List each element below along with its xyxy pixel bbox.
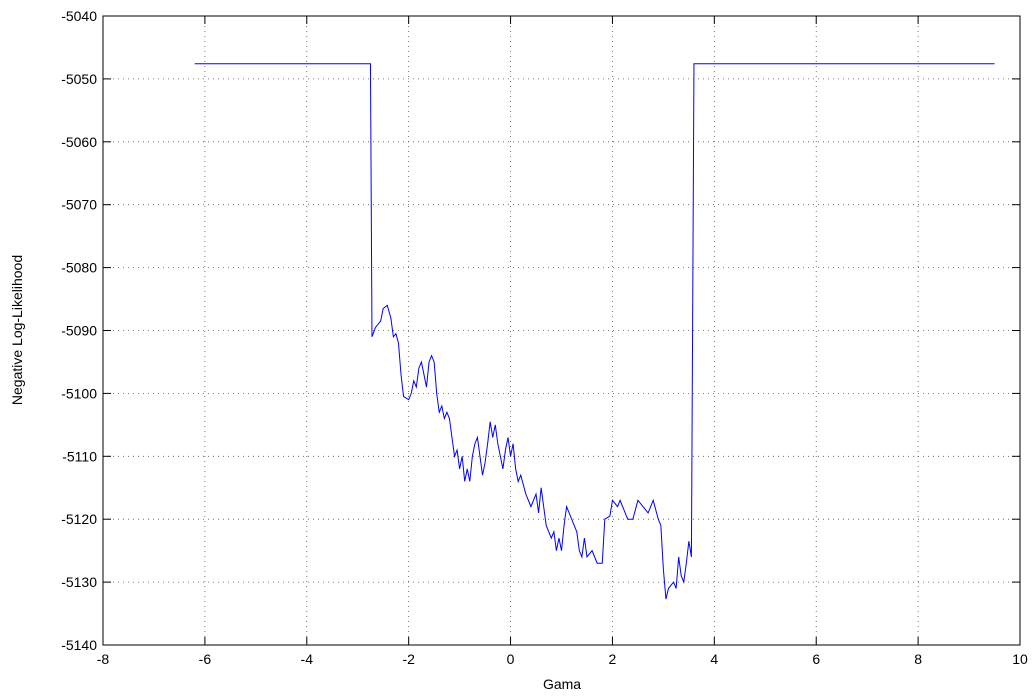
x-tick-label: 8 [914,651,922,667]
y-tick-label: -5130 [61,574,97,590]
y-axis-label: Negative Log-Likelihood [9,255,25,405]
y-tick-label: -5040 [61,8,97,24]
y-tick-label: -5060 [61,134,97,150]
y-tick-label: -5090 [61,323,97,339]
x-tick-label: -6 [199,651,212,667]
x-tick-label: -8 [97,651,110,667]
y-tick-label: -5110 [62,448,97,464]
y-tick-label: -5100 [61,385,97,401]
y-tick-label: -5050 [61,71,97,87]
x-tick-label: -2 [402,651,415,667]
x-tick-label: 4 [710,651,718,667]
data-line [194,63,995,600]
x-tick-label: 2 [609,651,617,667]
plot-frame [102,15,1021,646]
y-tick-label: -5140 [61,637,97,653]
y-tick-label: -5070 [61,197,97,213]
x-tick-label: 0 [507,651,515,667]
x-tick-label: 10 [1012,651,1028,667]
y-tick-label: -5120 [61,511,97,527]
x-tick-label: -4 [301,651,314,667]
y-tick-label: -5080 [61,260,97,276]
x-tick-label: 6 [812,651,820,667]
x-axis-label: Gama [543,676,581,692]
